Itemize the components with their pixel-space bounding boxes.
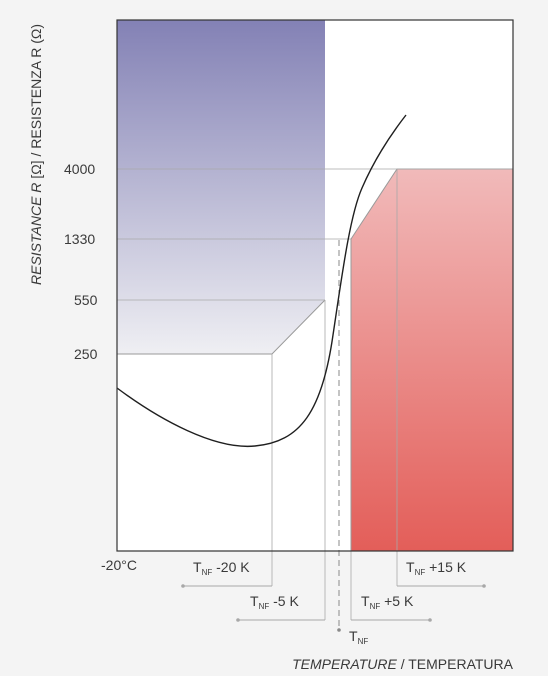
tnf-dot — [337, 628, 341, 632]
y-tick-label: 550 — [74, 292, 98, 308]
hot-limit-region — [351, 169, 513, 551]
marker-label-plus5k: TNF +5 K — [361, 593, 414, 611]
y-axis-title: RESISTANCE R [Ω] / RESISTENZA R (Ω) — [28, 24, 44, 285]
bracket-plus15k-dot — [482, 584, 486, 588]
cold-limit-region — [117, 20, 325, 354]
marker-label-tnf: TNF — [349, 628, 368, 646]
bracket-plus5k-dot — [428, 618, 432, 622]
bracket-minus20k-dot — [181, 584, 185, 588]
x-start-label: -20°C — [101, 557, 137, 573]
x-axis-title: TEMPERATURE / TEMPERATURA — [292, 656, 514, 672]
marker-label-plus15k: TNF +15 K — [406, 559, 467, 577]
y-tick-label: 4000 — [64, 161, 95, 177]
y-tick-label: 1330 — [64, 231, 95, 247]
bracket-minus5k-dot — [236, 618, 240, 622]
resistance-curve — [116, 114, 407, 448]
marker-label-minus20k: TNF -20 K — [193, 559, 250, 577]
plot-frame — [116, 19, 514, 552]
marker-label-minus5k: TNF -5 K — [250, 593, 299, 611]
y-tick-label: 250 — [74, 346, 98, 362]
